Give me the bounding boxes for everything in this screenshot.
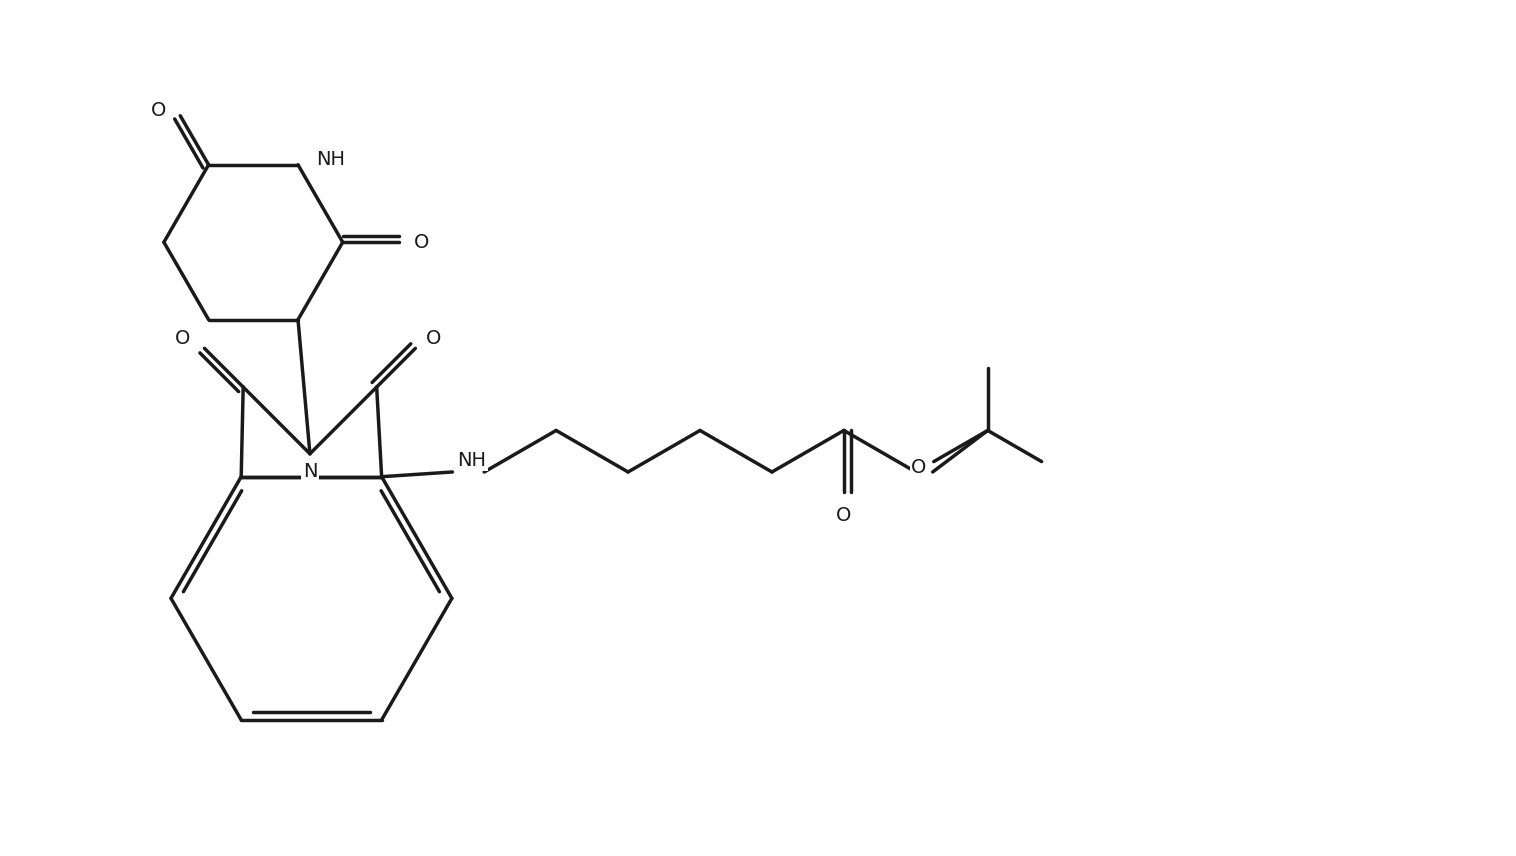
- Text: O: O: [911, 457, 926, 477]
- Text: O: O: [837, 507, 852, 526]
- Text: N: N: [303, 462, 317, 481]
- Text: NH: NH: [458, 450, 487, 470]
- Text: O: O: [426, 329, 441, 348]
- Text: NH: NH: [315, 151, 344, 169]
- Text: O: O: [414, 233, 429, 252]
- Text: O: O: [174, 329, 191, 348]
- Text: O: O: [150, 101, 167, 120]
